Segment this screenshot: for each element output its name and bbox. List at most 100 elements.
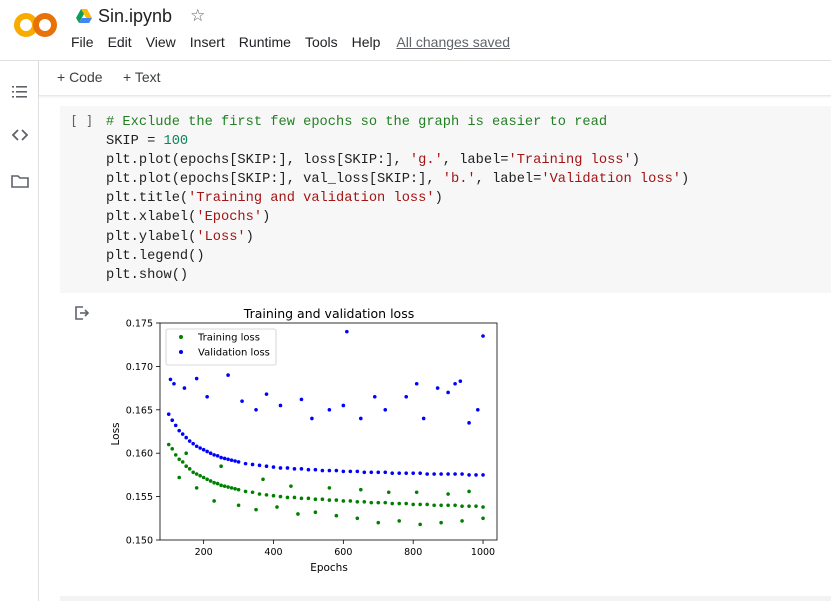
notebook-title[interactable]: Sin.ipynb xyxy=(98,5,173,26)
app-header: Sin.ipynb ☆ File Edit View Insert Runtim… xyxy=(0,0,831,61)
chart-legend: Training loss Validation loss xyxy=(165,328,277,366)
validation-loss-point xyxy=(355,469,360,474)
save-status-link[interactable]: All changes saved xyxy=(396,34,511,50)
validation-loss-point xyxy=(327,468,332,473)
legend-marker-training xyxy=(179,335,183,339)
training-loss-point xyxy=(292,495,297,500)
validation-loss-point xyxy=(453,381,457,386)
training-loss-point xyxy=(411,502,415,507)
validation-loss-point xyxy=(180,432,185,436)
validation-loss-point xyxy=(383,408,388,412)
training-loss-point xyxy=(327,498,332,502)
add-code-button[interactable]: + Code xyxy=(57,69,103,85)
y-tick-label: 0.165 xyxy=(126,405,153,416)
star-icon[interactable]: ☆ xyxy=(190,6,206,25)
training-loss-point xyxy=(205,477,209,482)
menu-runtime[interactable]: Runtime xyxy=(238,34,291,50)
menu-tools[interactable]: Tools xyxy=(304,34,338,50)
next-cell-edge xyxy=(60,596,831,601)
training-loss-point xyxy=(467,504,471,508)
validation-loss-point xyxy=(264,464,269,469)
add-text-button[interactable]: + Text xyxy=(123,69,161,85)
training-loss-point xyxy=(313,510,318,515)
validation-loss-point xyxy=(198,446,202,450)
validation-loss-point xyxy=(299,397,304,402)
validation-loss-point xyxy=(215,454,220,458)
validation-loss-point xyxy=(219,455,223,460)
training-loss-point xyxy=(355,500,360,504)
folder-icon[interactable] xyxy=(10,171,30,191)
training-loss-point xyxy=(362,500,367,504)
menu-help[interactable]: Help xyxy=(351,34,381,50)
training-loss-point xyxy=(327,486,332,490)
code-line: plt.plot(epochs[SKIP:], val_loss[SKIP:],… xyxy=(106,172,690,188)
colab-logo[interactable] xyxy=(14,10,58,40)
validation-loss-point xyxy=(187,439,192,443)
training-loss-point xyxy=(229,486,234,490)
output-icon[interactable] xyxy=(73,305,91,321)
validation-loss-point xyxy=(278,466,283,470)
training-loss-point xyxy=(386,490,391,495)
x-tick-label: 1000 xyxy=(471,547,495,558)
training-loss-point xyxy=(376,500,381,505)
code-brackets-icon[interactable] xyxy=(10,125,30,145)
google-drive-icon[interactable] xyxy=(76,9,92,23)
training-loss-point xyxy=(177,457,182,462)
validation-loss-point xyxy=(362,470,367,475)
training-loss-point xyxy=(481,505,485,509)
training-loss-point xyxy=(191,470,195,475)
training-loss-point xyxy=(236,503,241,508)
validation-loss-point xyxy=(390,471,395,475)
validation-loss-point xyxy=(229,458,234,462)
training-loss-point xyxy=(481,516,485,521)
validation-loss-point xyxy=(191,441,195,446)
training-loss-point xyxy=(194,472,199,476)
validation-loss-point xyxy=(222,456,227,461)
validation-loss-point xyxy=(341,469,346,474)
menu-view[interactable]: View xyxy=(145,34,176,50)
training-loss-point xyxy=(264,493,269,497)
code-cell[interactable] xyxy=(60,106,831,293)
training-loss-point xyxy=(170,447,175,451)
validation-loss-point xyxy=(334,468,339,473)
training-loss-point xyxy=(439,520,443,525)
code-line: plt.show() xyxy=(106,267,189,283)
hamburger-icon[interactable] xyxy=(10,82,30,102)
validation-loss-point xyxy=(425,472,429,476)
training-loss-point xyxy=(439,503,443,508)
validation-loss-point xyxy=(264,392,269,396)
training-loss-point xyxy=(278,494,283,499)
validation-loss-point xyxy=(254,408,258,412)
training-loss-point xyxy=(208,479,213,483)
training-loss-point xyxy=(341,499,346,503)
menu-file[interactable]: File xyxy=(71,34,94,50)
training-loss-point xyxy=(432,503,436,508)
validation-loss-point xyxy=(467,421,471,425)
validation-loss-point xyxy=(250,462,255,467)
validation-loss-point xyxy=(359,416,363,421)
training-loss-point xyxy=(198,473,202,478)
cell-toolbar: + Code + Text xyxy=(39,61,831,96)
training-loss-point xyxy=(376,520,381,525)
validation-loss-point xyxy=(432,472,436,476)
code-line: plt.plot(epochs[SKIP:], loss[SKIP:], 'g.… xyxy=(106,153,640,169)
run-cell-button[interactable]: [ ] xyxy=(70,114,94,129)
menu-insert[interactable]: Insert xyxy=(189,34,225,50)
validation-loss-point xyxy=(173,423,178,428)
validation-loss-point xyxy=(481,334,485,338)
training-loss-point xyxy=(397,519,402,523)
validation-loss-point xyxy=(348,469,353,474)
training-loss-point xyxy=(348,499,353,503)
x-tick-label: 600 xyxy=(334,547,352,558)
validation-loss-point xyxy=(208,451,213,455)
training-loss-point xyxy=(275,505,279,509)
training-loss-point xyxy=(369,500,374,505)
left-sidebar xyxy=(0,61,39,601)
menu-edit[interactable]: Edit xyxy=(107,34,132,50)
code-editor[interactable]: # Exclude the first few epochs so the gr… xyxy=(106,113,689,285)
training-loss-point xyxy=(184,451,188,455)
training-loss-point xyxy=(306,496,311,501)
training-loss-point xyxy=(359,487,363,492)
y-axis-label: Loss xyxy=(110,422,122,445)
validation-loss-point xyxy=(271,465,276,469)
